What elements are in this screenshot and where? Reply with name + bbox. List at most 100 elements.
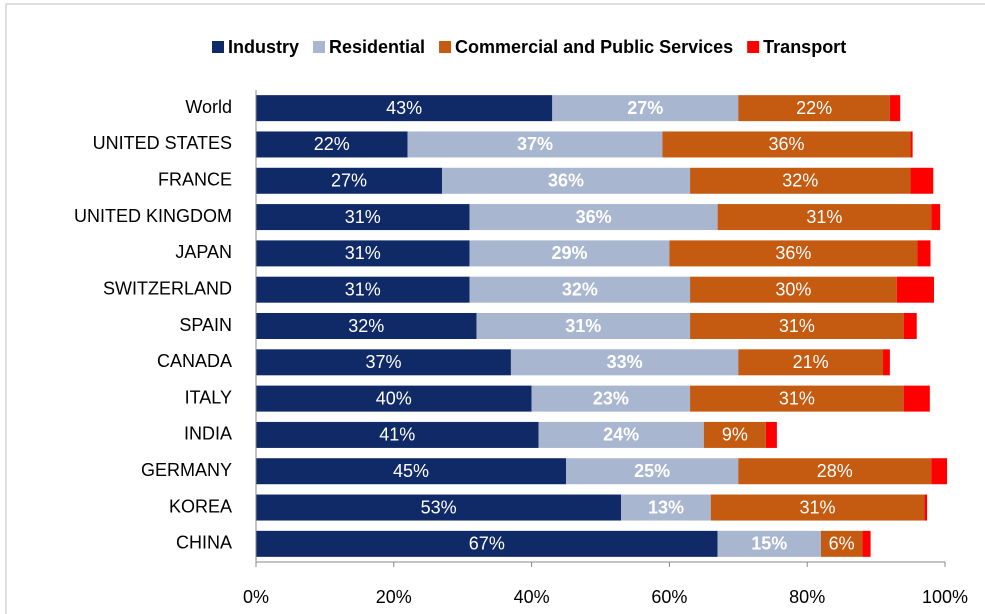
- bar-segment: [862, 530, 871, 557]
- bar-segment: [690, 385, 904, 412]
- bar-segment: [531, 385, 691, 412]
- bar-segment: [256, 458, 567, 485]
- data-label: 36%: [548, 171, 584, 191]
- data-label: 29%: [551, 243, 587, 263]
- y-tick-label: JAPAN: [175, 242, 232, 262]
- data-label: 22%: [796, 98, 832, 118]
- data-label: 67%: [469, 534, 505, 554]
- bar-segment: [882, 349, 890, 376]
- x-tick-label: 100%: [922, 587, 968, 607]
- y-tick-label: KOREA: [169, 496, 232, 516]
- bar-segment: [690, 313, 904, 339]
- bar-segment: [510, 349, 739, 376]
- bar-segment: [476, 313, 691, 339]
- data-label: 24%: [603, 425, 639, 445]
- data-label: 23%: [593, 388, 629, 408]
- data-label: 30%: [775, 279, 811, 299]
- data-label: 27%: [331, 171, 367, 191]
- y-tick-label: UNITED KINGDOM: [74, 206, 232, 226]
- bar-segment: [662, 131, 911, 158]
- bar-segment: [703, 421, 766, 448]
- bar-segment: [566, 458, 739, 485]
- bar-segment: [442, 167, 691, 194]
- data-label: 27%: [627, 98, 663, 118]
- bar-segment: [738, 349, 883, 376]
- bar-segment: [256, 530, 718, 557]
- bar-segment: [256, 95, 553, 122]
- y-tick-label: GERMANY: [141, 460, 232, 480]
- bar-segment: [407, 131, 663, 158]
- bar-segment: [256, 167, 443, 194]
- bar-segment: [889, 95, 901, 122]
- y-tick-label: CHINA: [176, 533, 232, 553]
- data-label: 37%: [517, 134, 553, 154]
- legend-label: Commercial and Public Services: [455, 37, 733, 57]
- bar-segment: [738, 458, 932, 485]
- bar-segment: [256, 204, 470, 231]
- bar-segment: [903, 313, 917, 339]
- bar-segment: [621, 494, 711, 521]
- bar-segment: [717, 204, 932, 231]
- bar-segment: [469, 240, 670, 267]
- legend-label: Industry: [228, 37, 299, 57]
- data-label: 33%: [607, 352, 643, 372]
- data-label: 31%: [800, 497, 836, 517]
- y-tick-label: INDIA: [184, 424, 232, 444]
- bar-segment: [538, 421, 704, 448]
- y-tick-label: ITALY: [185, 387, 232, 407]
- y-tick-label: SWITZERLAND: [103, 278, 232, 298]
- bar-segment: [717, 530, 821, 557]
- y-tick-label: CANADA: [157, 351, 232, 371]
- bar-segment: [903, 385, 930, 412]
- legend-swatch: [747, 41, 760, 53]
- x-tick-label: 20%: [376, 587, 412, 607]
- data-label: 31%: [779, 316, 815, 336]
- bar-segment: [256, 421, 539, 448]
- data-label: 40%: [376, 388, 412, 408]
- legend-swatch: [439, 41, 452, 53]
- data-label: 45%: [393, 461, 429, 481]
- data-label: 37%: [365, 352, 401, 372]
- data-label: 22%: [314, 134, 350, 154]
- bar-segment: [256, 313, 477, 339]
- data-label: 21%: [793, 352, 829, 372]
- data-label: 43%: [386, 98, 422, 118]
- y-tick-label: UNITED STATES: [93, 133, 232, 153]
- bar-segment: [738, 95, 890, 122]
- bar-segment: [256, 349, 511, 376]
- bar-segment: [917, 240, 931, 267]
- data-label: 32%: [782, 171, 818, 191]
- legend-swatch: [313, 41, 326, 53]
- legend-swatch: [212, 41, 224, 53]
- data-label: 31%: [806, 207, 842, 227]
- data-label: 25%: [634, 461, 670, 481]
- bar-segment: [256, 494, 622, 521]
- bar-segment: [690, 167, 911, 194]
- bar-segment: [256, 240, 470, 267]
- data-label: 32%: [562, 279, 598, 299]
- bar-segment: [690, 276, 897, 303]
- data-label: 15%: [751, 534, 787, 554]
- data-label: 9%: [722, 425, 748, 445]
- bar-segment: [256, 385, 532, 412]
- data-label: 41%: [379, 425, 415, 445]
- bar-segment: [552, 95, 739, 122]
- bar-segment: [820, 530, 863, 557]
- y-tick-label: World: [185, 97, 232, 117]
- x-tick-label: 80%: [789, 587, 825, 607]
- data-label: 53%: [421, 497, 457, 517]
- y-tick-label: FRANCE: [158, 170, 232, 190]
- data-label: 36%: [576, 207, 612, 227]
- data-label: 32%: [348, 316, 384, 336]
- data-label: 31%: [565, 316, 601, 336]
- y-tick-label: SPAIN: [179, 315, 232, 335]
- data-label: 36%: [775, 243, 811, 263]
- bar-segment: [669, 240, 918, 267]
- data-label: 31%: [345, 279, 381, 299]
- bar-segment: [931, 458, 948, 485]
- x-tick-label: 0%: [243, 587, 269, 607]
- bar-segment: [931, 204, 941, 231]
- legend-label: Transport: [763, 37, 846, 57]
- x-tick-label: 60%: [651, 587, 687, 607]
- data-label: 36%: [769, 134, 805, 154]
